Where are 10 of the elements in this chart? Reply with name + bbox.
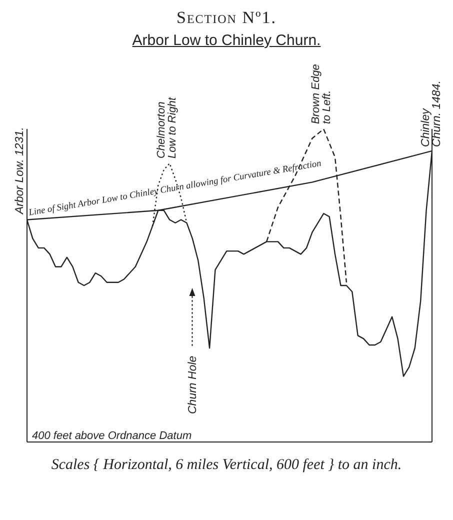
annotation: Churn Hole xyxy=(187,356,200,414)
annotation: Chinley Churn. 1484. xyxy=(420,80,443,147)
text: Scales { Horizontal, 6 miles Vertical, 600 feet } to an inch. xyxy=(50,457,403,474)
text: Brown Edge to Left. xyxy=(310,64,334,124)
annotation: 400 feet above Ordnance Datum xyxy=(32,430,192,442)
text: Chelmorton Low to Right xyxy=(155,96,178,159)
chart-title: Section Nº1. xyxy=(176,8,278,28)
text: Line of Sight Arbor Low to Chinley Churn allowing for Curvature & Refraction xyxy=(27,158,322,219)
chart-subtitle: Arbor Low to Chinley Churn. xyxy=(131,32,322,49)
text: Arbor Low. 1231. xyxy=(14,127,26,216)
